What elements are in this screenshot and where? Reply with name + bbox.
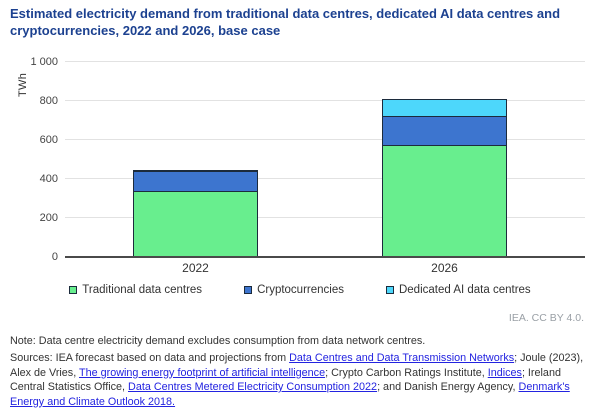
gridline: [65, 139, 585, 140]
gridline: [65, 100, 585, 101]
source-link[interactable]: Data Centres and Data Transmission Netwo…: [289, 352, 515, 364]
bar-2022: [133, 170, 258, 257]
x-axis-line: [65, 256, 585, 258]
note-text: Note: Data centre electricity demand exc…: [10, 335, 426, 347]
source-text-segment: Sources: IEA forecast based on data and …: [10, 352, 290, 364]
legend-label: Cryptocurrencies: [257, 284, 344, 296]
y-tick-label: 0: [51, 251, 58, 263]
source-link[interactable]: The growing energy footprint of artifici…: [79, 366, 326, 379]
plot-area: [65, 61, 585, 257]
legend-swatch: [244, 286, 253, 294]
y-tick-label: 1 000: [30, 56, 58, 68]
bar-segment-cryptocurrencies: [382, 116, 507, 146]
chart-title: Estimated electricity demand from tradit…: [10, 6, 561, 38]
y-axis-unit-label: TWh: [17, 72, 29, 97]
y-tick-label: 400: [39, 173, 58, 185]
legend-label: Dedicated AI data centres: [398, 284, 531, 296]
gridline: [65, 61, 585, 62]
legend-item-traditional-data-centres: Traditional data centres: [69, 284, 202, 296]
legend: Traditional data centres Cryptocurrencies…: [0, 284, 600, 296]
gridline: [65, 217, 585, 218]
source-text-segment: ; Crypto Carbon Ratings Institute,: [325, 366, 488, 379]
sources-text: Sources: IEA forecast based on data and …: [10, 351, 596, 409]
gridline: [65, 178, 585, 179]
y-tick-label: 800: [39, 95, 58, 107]
bar-segment-traditional-data-centres: [382, 145, 507, 257]
source-link[interactable]: Denmark's Energy and Climate Outlook 201…: [10, 381, 570, 408]
x-tick-label: 2026: [431, 261, 458, 275]
legend-item-cryptocurrencies: Cryptocurrencies: [244, 284, 344, 296]
bar-segment-cryptocurrencies: [133, 171, 258, 192]
y-tick-label: 200: [39, 212, 58, 224]
source-link[interactable]: Indices: [487, 366, 522, 379]
bar-segment-dedicated-ai-data-centres: [382, 99, 507, 117]
source-text-segment: ; and Danish Energy Agency,: [377, 381, 519, 393]
credit-text: IEA. CC BY 4.0.: [508, 312, 584, 324]
y-tick-label: 600: [39, 134, 58, 146]
bar-segment-traditional-data-centres: [133, 191, 258, 257]
legend-label: Traditional data centres: [82, 284, 203, 296]
source-text-segment: ; Joule (2023), Alex de Vries,: [10, 352, 584, 379]
legend-item-dedicated-ai-data-centres: Dedicated AI data centres: [385, 284, 531, 296]
x-tick-label: 2022: [182, 261, 209, 275]
legend-swatch: [385, 286, 394, 294]
source-link[interactable]: Data Centres Metered Electricity Consump…: [128, 381, 378, 393]
legend-swatch: [69, 286, 78, 294]
source-text-segment: ; Ireland Central Statistics Office,: [10, 366, 561, 394]
bar-2026: [382, 99, 507, 257]
